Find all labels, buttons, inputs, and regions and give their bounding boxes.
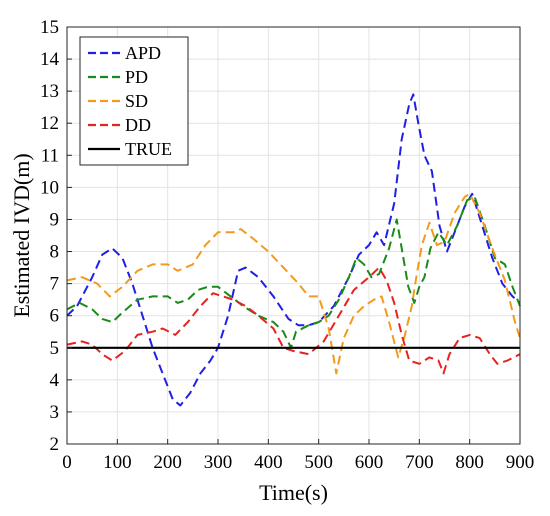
y-tick-label: 6 xyxy=(50,306,60,327)
legend-label-pd: PD xyxy=(125,67,148,87)
x-tick-label: 500 xyxy=(304,452,333,473)
legend-box xyxy=(79,36,189,166)
y-tick-label: 14 xyxy=(40,49,60,70)
x-tick-label: 900 xyxy=(506,452,535,473)
x-tick-label: 200 xyxy=(153,452,182,473)
plot-frame xyxy=(66,26,521,445)
y-tick-label: 4 xyxy=(50,370,60,391)
y-tick-label: 9 xyxy=(50,209,60,230)
series-lines xyxy=(66,93,521,407)
x-tick-label: 800 xyxy=(455,452,484,473)
y-tick-label: 5 xyxy=(50,338,60,359)
y-tick-label: 8 xyxy=(50,242,60,263)
y-axis-title: Estimated IVD(m) xyxy=(9,153,34,317)
x-axis-title: Time(s) xyxy=(259,480,328,505)
legend-label-dd: DD xyxy=(125,115,151,135)
legend-label-sd: SD xyxy=(125,91,148,111)
x-tick-label: 0 xyxy=(62,452,72,473)
x-tick-label: 300 xyxy=(204,452,233,473)
legend-label-apd: APD xyxy=(125,43,161,63)
y-tick-label: 11 xyxy=(41,145,59,166)
y-tick-label: 3 xyxy=(50,402,60,423)
series-line-sd xyxy=(66,192,521,375)
x-tick-label: 100 xyxy=(103,452,132,473)
legend: APD PD SD DD TRUE xyxy=(79,36,189,166)
x-axis-ticks: 0 100 200 300 400 500 600 700 800 900 xyxy=(62,439,534,473)
x-tick-label: 700 xyxy=(405,452,434,473)
y-tick-label: 7 xyxy=(50,274,60,295)
legend-label-true: TRUE xyxy=(125,139,172,159)
x-tick-label: 400 xyxy=(254,452,283,473)
y-tick-label: 12 xyxy=(40,113,59,134)
y-tick-label: 2 xyxy=(50,434,60,455)
x-tick-label: 600 xyxy=(355,452,384,473)
series-line-pd xyxy=(66,196,521,349)
y-tick-label: 10 xyxy=(40,177,59,198)
y-tick-label: 13 xyxy=(40,81,59,102)
y-tick-label: 15 xyxy=(40,17,59,38)
y-axis-ticks: 2 3 4 5 6 7 8 9 10 11 12 13 14 15 xyxy=(40,17,72,455)
